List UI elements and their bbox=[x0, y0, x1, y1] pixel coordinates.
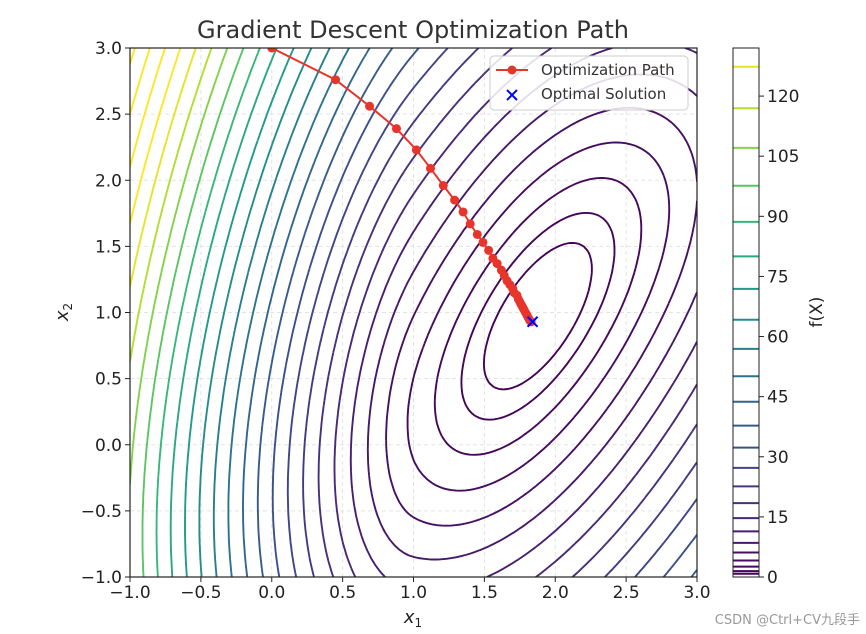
legend-path-marker bbox=[507, 65, 517, 75]
y-tick-label: 1.5 bbox=[95, 237, 122, 257]
colorbar-tick-label: 15 bbox=[767, 508, 789, 528]
watermark: CSDN @Ctrl+CV九段手 bbox=[714, 613, 860, 628]
colorbar-tick-label: 45 bbox=[767, 388, 789, 408]
x-tick-label: 0.0 bbox=[258, 583, 285, 603]
colorbar-levels bbox=[733, 65, 759, 575]
colorbar-tick-label: 120 bbox=[767, 87, 799, 107]
optimal-solution-marker bbox=[526, 316, 539, 328]
contour-line bbox=[317, 48, 697, 577]
x-tick-label: 3.0 bbox=[683, 583, 710, 603]
optimization-path-point bbox=[391, 124, 401, 134]
optimization-path-point bbox=[450, 195, 460, 205]
legend-box bbox=[489, 55, 689, 111]
y-axis-ticks: −1.0 −0.5 0.0 0.5 1.0 1.5 2.0 2.5 3.0 bbox=[81, 39, 130, 588]
y-axis-label: x2 bbox=[52, 303, 75, 322]
legend-optimal-marker bbox=[506, 89, 518, 101]
x-tick-label: −0.5 bbox=[180, 583, 221, 603]
contour-line bbox=[333, 48, 697, 577]
x-axis-label: x1 bbox=[403, 607, 422, 630]
optimization-path-point bbox=[267, 48, 277, 53]
y-tick-label: 2.0 bbox=[95, 171, 122, 191]
x-axis-ticks: −1.0 −0.5 0.0 0.5 1.0 1.5 2.0 2.5 3.0 bbox=[109, 577, 711, 603]
colorbar-frame bbox=[732, 47, 760, 578]
colorbar-tick-label: 90 bbox=[767, 207, 789, 227]
optimization-path-point bbox=[426, 163, 436, 173]
optimization-path-point bbox=[472, 229, 482, 239]
optimization-path bbox=[267, 48, 539, 328]
x-tick-label: 1.5 bbox=[471, 583, 498, 603]
optimization-path-point bbox=[411, 145, 421, 155]
optimization-path-point bbox=[492, 259, 502, 269]
contour-line bbox=[302, 48, 697, 577]
optimization-path-point bbox=[478, 237, 488, 247]
x-tick-label: −1.0 bbox=[109, 583, 150, 603]
colorbar-tick-label: 105 bbox=[767, 147, 799, 167]
contour-line bbox=[184, 48, 295, 577]
contour-line bbox=[141, 48, 245, 577]
colorbar: 0 15 30 45 60 75 90 105 120 f(X) bbox=[732, 47, 827, 588]
contour-line bbox=[286, 48, 697, 577]
contour-lines bbox=[130, 48, 697, 577]
optimization-path-point bbox=[458, 207, 468, 217]
contour-line bbox=[155, 48, 261, 577]
y-tick-label: 0.0 bbox=[95, 436, 122, 456]
contour-line bbox=[169, 48, 278, 577]
y-tick-label: −0.5 bbox=[81, 502, 122, 522]
colorbar-tick-label: 0 bbox=[767, 568, 778, 588]
colorbar-label: f(X) bbox=[807, 297, 827, 328]
contour-line bbox=[242, 48, 371, 577]
contour-line bbox=[212, 48, 331, 577]
y-tick-label: −1.0 bbox=[81, 568, 122, 588]
x-tick-label: 2.0 bbox=[542, 583, 569, 603]
contour-line bbox=[406, 141, 671, 492]
y-tick-label: 1.0 bbox=[95, 304, 122, 324]
x-tick-label: 2.5 bbox=[613, 583, 640, 603]
contour-line bbox=[227, 48, 350, 577]
legend: Optimization Path Optimal Solution bbox=[489, 55, 689, 111]
contour-line bbox=[271, 48, 697, 577]
colorbar-tick-label: 30 bbox=[767, 448, 789, 468]
contour-line bbox=[198, 48, 313, 577]
contour-line bbox=[256, 48, 697, 577]
x-tick-label: 0.5 bbox=[329, 583, 356, 603]
legend-entry-optimal: Optimal Solution bbox=[541, 85, 666, 103]
y-tick-label: 2.5 bbox=[95, 105, 122, 125]
x-tick-label: 1.0 bbox=[400, 583, 427, 603]
optimization-path-point bbox=[484, 245, 494, 255]
colorbar-tick-label: 75 bbox=[767, 267, 789, 287]
optimization-path-point bbox=[365, 101, 375, 111]
chart-title: Gradient Descent Optimization Path bbox=[197, 16, 629, 44]
legend-entry-path: Optimization Path bbox=[541, 61, 675, 79]
colorbar-ticks: 0 15 30 45 60 75 90 105 120 bbox=[759, 87, 799, 588]
optimization-path-point bbox=[438, 181, 448, 191]
optimization-path-point bbox=[331, 75, 341, 85]
optimization-path-point bbox=[526, 317, 536, 327]
y-tick-label: 0.5 bbox=[95, 370, 122, 390]
optimization-path-point bbox=[465, 219, 475, 229]
y-tick-label: 3.0 bbox=[95, 39, 122, 59]
colorbar-tick-label: 60 bbox=[767, 328, 789, 348]
